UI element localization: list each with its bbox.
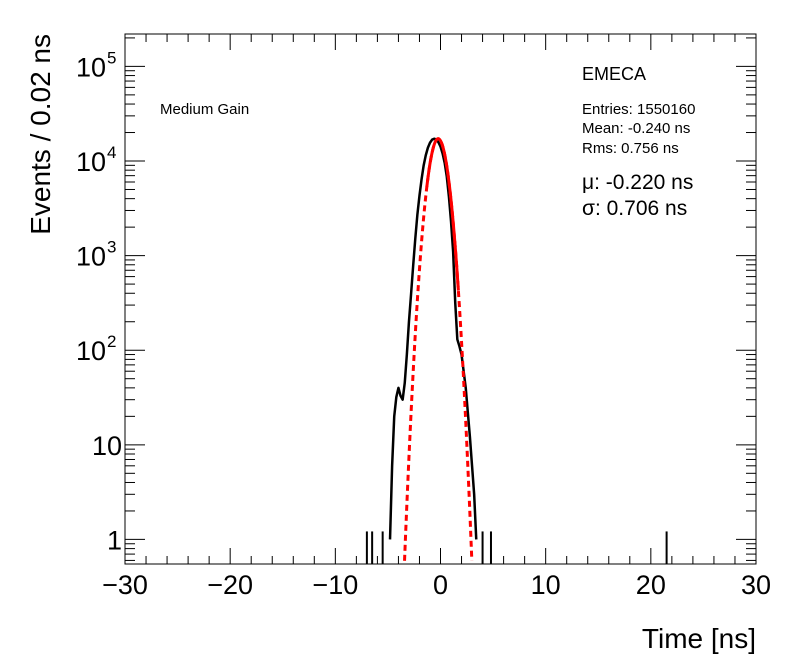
plot-frame xyxy=(124,33,757,565)
y-axis-title: Events / 0.02 ns xyxy=(25,34,56,235)
gain-annotation: Medium Gain xyxy=(160,101,249,118)
y-tick-exponent: 5 xyxy=(107,48,116,67)
rms-annotation: Rms: 0.756 ns xyxy=(582,140,679,157)
y-tick-label: 10 xyxy=(92,431,122,461)
entries-annotation: Entries: 1550160 xyxy=(582,101,695,118)
y-tick-exponent: 2 xyxy=(107,332,116,351)
y-tick-exponent: 4 xyxy=(107,143,116,162)
y-tick-label: 10 xyxy=(76,147,106,177)
gaussian-fit-curve xyxy=(425,137,460,291)
histogram-line xyxy=(388,137,478,540)
detector-annotation: EMECA xyxy=(582,64,646,84)
y-tick-label: 10 xyxy=(76,52,106,82)
x-tick-label: −30 xyxy=(102,570,148,600)
x-tick-label: 20 xyxy=(636,570,666,600)
y-tick-label: 10 xyxy=(76,242,106,272)
x-tick-label: 0 xyxy=(433,570,448,600)
fit-mu-annotation: μ: -0.220 ns xyxy=(582,171,693,194)
y-tick-label: 1 xyxy=(107,525,122,555)
x-tick-label: −10 xyxy=(312,570,358,600)
x-axis-title: Time [ns] xyxy=(642,623,756,654)
fit-sigma-annotation: σ: 0.706 ns xyxy=(582,197,687,220)
x-tick-label: 10 xyxy=(531,570,561,600)
x-tick-label: 30 xyxy=(741,570,771,600)
mean-annotation: Mean: -0.240 ns xyxy=(582,120,690,137)
axis-ticks xyxy=(124,34,757,564)
x-tick-label: −20 xyxy=(207,570,253,600)
y-tick-exponent: 3 xyxy=(107,238,116,257)
x-tick-labels: −30 −20 −10 0 10 20 30 xyxy=(102,570,771,600)
y-tick-label: 10 xyxy=(76,336,106,366)
data-layer xyxy=(365,137,668,564)
